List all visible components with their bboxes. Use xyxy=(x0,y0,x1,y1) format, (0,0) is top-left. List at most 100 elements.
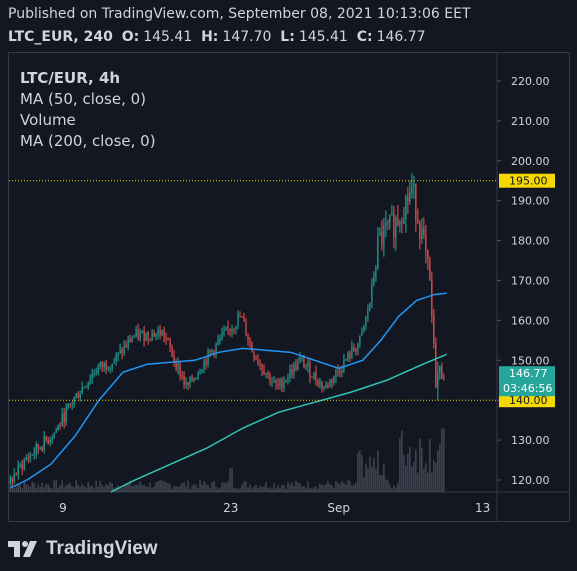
candle-body xyxy=(301,357,303,359)
candle-body xyxy=(307,363,309,367)
volume-bar xyxy=(267,487,269,492)
volume-bar xyxy=(399,438,401,492)
legend-symbol: LTC/EUR, 4h xyxy=(20,69,121,87)
candle-body xyxy=(421,227,423,239)
close-label: C: xyxy=(356,29,373,45)
candle-body xyxy=(117,352,119,356)
candle-body xyxy=(249,340,251,344)
candle-body xyxy=(329,379,331,388)
volume-bar xyxy=(111,483,113,492)
volume-bar xyxy=(429,439,431,492)
candle-body xyxy=(389,214,391,223)
chart-frame[interactable] xyxy=(8,52,570,522)
legend-ma50[interactable]: MA (50, close, 0) xyxy=(20,90,147,108)
y-tick-label: 160.00 xyxy=(511,314,550,327)
candle-body xyxy=(355,350,357,352)
volume-bar xyxy=(71,486,73,492)
volume-bar xyxy=(303,485,305,492)
candle-body xyxy=(119,349,121,353)
volume-bar xyxy=(101,484,103,492)
candle-body xyxy=(103,362,105,368)
candle-body xyxy=(225,326,227,331)
volume-bar xyxy=(219,487,221,492)
volume-bar xyxy=(393,485,395,492)
candle-body xyxy=(127,338,129,347)
volume-bar xyxy=(177,487,179,492)
volume-bar xyxy=(343,482,345,492)
tradingview-logo-icon xyxy=(8,541,37,557)
legend-volume[interactable]: Volume xyxy=(20,111,76,129)
symbol-interval: LTC_EUR, 240 xyxy=(8,29,113,45)
volume-bar xyxy=(409,446,411,492)
volume-bar xyxy=(371,466,373,492)
volume-bar xyxy=(85,487,87,492)
volume-bar xyxy=(161,480,163,492)
volume-bar xyxy=(77,484,79,492)
candle-body xyxy=(15,474,17,476)
volume-bar xyxy=(75,480,77,492)
candle-body xyxy=(55,430,57,433)
volume-bar xyxy=(103,486,105,492)
volume-bar xyxy=(19,484,21,492)
volume-bar xyxy=(203,481,205,492)
volume-bar xyxy=(427,472,429,492)
candle-body xyxy=(257,360,259,364)
candle-body xyxy=(265,373,267,375)
candle-body xyxy=(393,213,395,238)
candle-body xyxy=(197,373,199,379)
candle-body xyxy=(387,222,389,224)
candle-body xyxy=(267,373,269,375)
volume-bar xyxy=(39,486,41,492)
y-tick-label: 190.00 xyxy=(511,195,550,208)
candle-body xyxy=(37,444,39,449)
candle-body xyxy=(165,337,167,339)
volume-bar xyxy=(131,486,133,492)
candle-body xyxy=(113,361,115,364)
candle-body xyxy=(239,315,241,317)
volume-bar xyxy=(69,482,71,492)
volume-bar xyxy=(241,484,243,492)
volume-bar xyxy=(49,487,51,492)
volume-bar xyxy=(33,483,35,492)
candle-body xyxy=(305,366,307,368)
volume-bar xyxy=(421,447,423,492)
candle-body xyxy=(425,235,427,251)
candle-body xyxy=(131,338,133,343)
candle-body xyxy=(109,368,111,370)
candle-body xyxy=(373,276,375,284)
volume-bar xyxy=(309,488,311,492)
candle-body xyxy=(309,363,311,377)
candle-body xyxy=(193,378,195,381)
volume-bar xyxy=(347,480,349,492)
volume-bar xyxy=(9,484,11,492)
volume-bar xyxy=(359,450,361,492)
candle-body xyxy=(135,329,137,336)
bar-countdown-label: 03:46:56 xyxy=(503,382,552,395)
candle-body xyxy=(237,315,239,327)
volume-bar xyxy=(133,485,135,492)
volume-bar xyxy=(119,488,121,492)
candle-body xyxy=(133,335,135,339)
candle-body xyxy=(275,380,277,385)
candle-body xyxy=(87,382,89,388)
candle-body xyxy=(291,369,293,376)
legend-ma200[interactable]: MA (200, close, 0) xyxy=(20,132,156,150)
candle-body xyxy=(219,338,221,341)
level-badge xyxy=(499,393,555,408)
candle-body xyxy=(97,366,99,373)
high-label: H: xyxy=(201,29,219,45)
published-caption: Published on TradingView.com, September … xyxy=(8,6,471,22)
volume-bar xyxy=(187,480,189,492)
volume-bar xyxy=(253,486,255,492)
volume-bar xyxy=(411,466,413,492)
high-value: 147.70 xyxy=(222,29,272,45)
volume-bar xyxy=(163,481,165,492)
candle-body xyxy=(317,380,319,386)
volume-bar xyxy=(83,486,85,492)
candle-body xyxy=(57,424,59,431)
candle-body xyxy=(365,316,367,326)
tradingview-brand[interactable]: TradingView xyxy=(8,538,158,560)
volume-bar xyxy=(67,484,69,492)
volume-bar xyxy=(239,488,241,492)
